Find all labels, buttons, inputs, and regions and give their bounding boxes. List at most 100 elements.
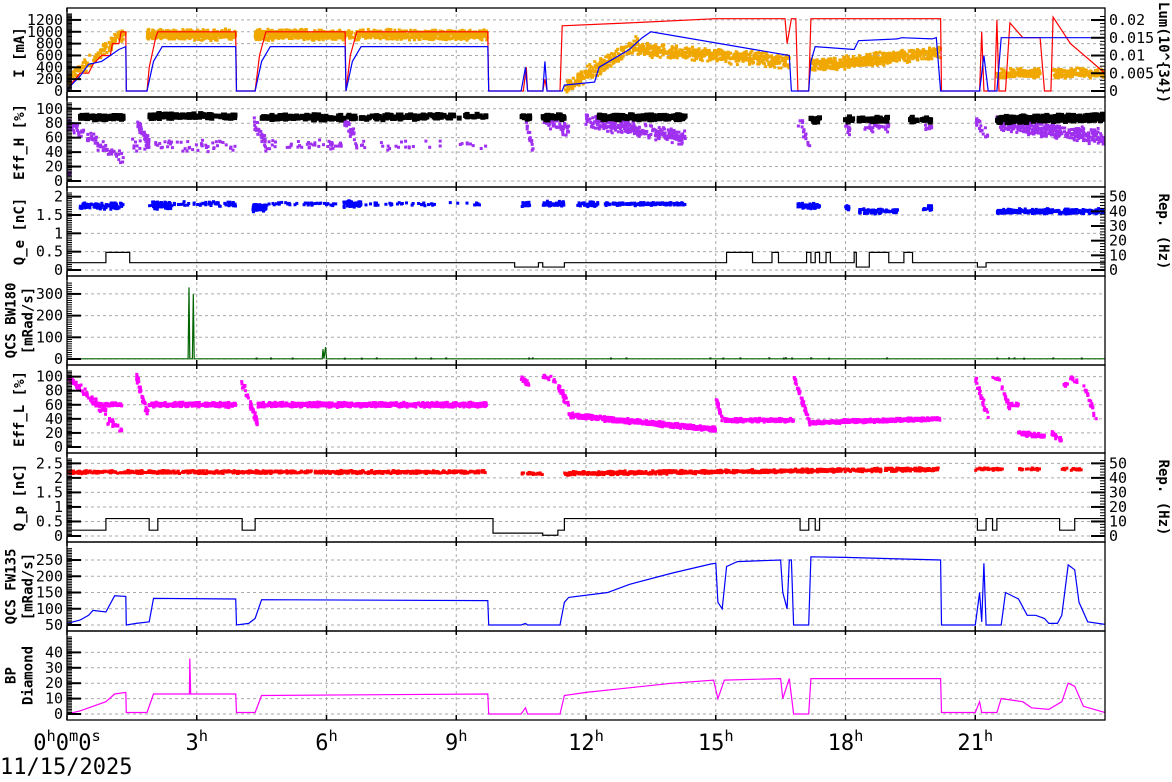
data-point xyxy=(341,36,345,40)
right-tick-label: 0.005 xyxy=(1109,64,1154,82)
data-point xyxy=(998,72,1001,76)
data-point xyxy=(1082,127,1086,131)
data-point xyxy=(874,52,878,55)
data-point xyxy=(383,115,389,121)
data-point xyxy=(642,50,646,54)
data-point xyxy=(1014,125,1018,129)
data-point xyxy=(636,48,640,52)
data-point xyxy=(545,117,551,123)
data-point xyxy=(157,111,162,117)
data-point xyxy=(662,132,666,136)
data-point xyxy=(623,45,626,49)
data-point xyxy=(101,149,105,152)
data-point xyxy=(669,134,673,137)
data-point xyxy=(276,34,280,38)
data-point xyxy=(844,64,848,68)
data-point xyxy=(409,35,412,39)
data-point xyxy=(879,124,883,128)
data-point xyxy=(139,126,143,130)
data-point xyxy=(93,136,97,140)
data-point xyxy=(910,53,914,57)
data-point xyxy=(1038,122,1042,126)
data-point xyxy=(765,59,769,62)
data-point xyxy=(639,131,643,135)
data-point xyxy=(120,152,124,156)
data-point xyxy=(651,51,655,55)
data-point xyxy=(170,33,174,37)
data-point xyxy=(616,115,622,121)
data-point xyxy=(100,53,104,57)
data-point xyxy=(1075,66,1079,70)
data-point xyxy=(354,142,358,146)
data-point xyxy=(212,146,216,150)
data-point xyxy=(734,50,738,54)
data-point xyxy=(114,152,118,156)
data-point xyxy=(392,33,396,37)
data-point xyxy=(657,116,663,122)
data-point xyxy=(636,128,640,132)
data-point xyxy=(201,37,205,41)
data-point xyxy=(645,42,649,46)
data-point xyxy=(1084,68,1088,72)
data-point xyxy=(677,138,681,142)
data-point xyxy=(739,55,743,59)
data-point xyxy=(1015,130,1019,134)
data-point xyxy=(561,125,565,129)
data-point xyxy=(863,127,867,131)
data-point xyxy=(563,84,567,88)
data-point xyxy=(194,143,198,147)
data-point xyxy=(1060,69,1064,73)
data-point xyxy=(1006,75,1010,79)
data-point xyxy=(1069,133,1073,137)
data-point xyxy=(879,117,885,123)
data-point xyxy=(121,160,125,164)
data-point xyxy=(677,115,683,121)
data-point xyxy=(204,143,208,147)
data-point xyxy=(96,144,100,148)
data-point xyxy=(161,31,165,35)
data-point xyxy=(644,48,648,52)
data-point xyxy=(1087,70,1091,74)
data-point xyxy=(109,42,113,46)
data-point xyxy=(1009,67,1013,71)
data-point xyxy=(909,48,913,52)
data-point xyxy=(256,121,259,124)
data-point xyxy=(404,145,408,149)
data-point xyxy=(348,130,352,134)
data-point xyxy=(684,52,688,56)
data-point xyxy=(117,152,121,156)
data-point xyxy=(771,58,775,62)
data-point xyxy=(306,36,310,40)
data-point xyxy=(209,39,213,42)
data-point xyxy=(455,33,459,37)
data-point xyxy=(260,29,264,33)
data-point xyxy=(406,33,410,36)
data-point xyxy=(851,55,855,58)
data-point xyxy=(808,144,812,148)
data-point xyxy=(161,35,165,39)
data-point xyxy=(136,120,140,124)
data-point xyxy=(871,64,875,68)
data-point xyxy=(157,34,161,38)
data-point xyxy=(263,140,267,144)
data-point xyxy=(555,119,559,123)
data-point xyxy=(667,130,671,134)
data-point xyxy=(92,132,96,136)
data-point xyxy=(1021,130,1025,134)
data-point xyxy=(654,138,658,142)
data-point xyxy=(99,56,103,60)
data-point xyxy=(1025,74,1029,78)
data-point xyxy=(586,69,590,73)
data-point xyxy=(322,117,328,123)
data-point xyxy=(632,126,636,130)
data-point xyxy=(720,52,723,56)
data-point xyxy=(357,36,361,40)
data-point xyxy=(525,127,529,131)
data-point xyxy=(1035,121,1039,125)
data-point xyxy=(113,41,117,45)
data-point xyxy=(175,140,179,144)
data-point xyxy=(337,144,340,148)
data-point xyxy=(694,57,698,61)
data-point xyxy=(360,143,363,147)
data-point xyxy=(998,75,1002,79)
